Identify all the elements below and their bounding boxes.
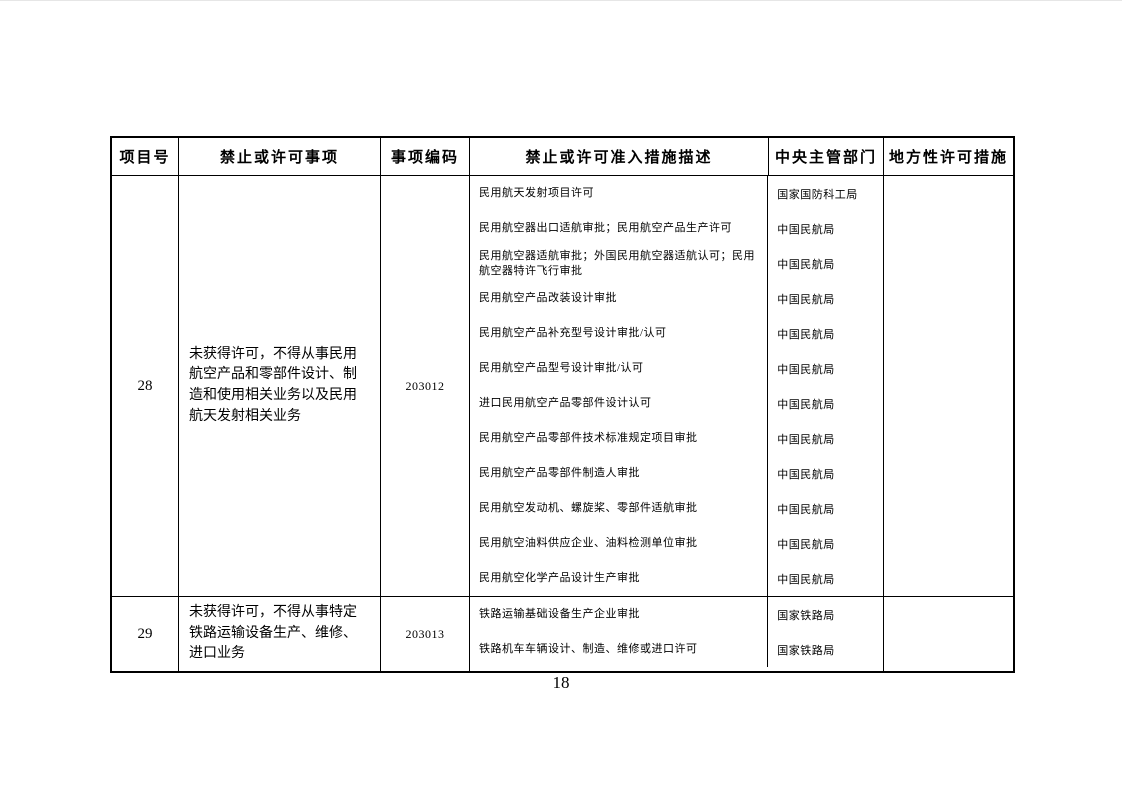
header-cell-local-measures: 地方性许可措施: [888, 150, 1008, 166]
measure-dept: 中国民航局: [777, 223, 835, 236]
measure-dept: 国家铁路局: [777, 644, 835, 657]
measures-column: 民用航天发射项目许可 国家国防科工局 民用航空器出口适航审批；民用航空产品生产许…: [470, 176, 884, 597]
measure-dept: 中国民航局: [777, 538, 835, 551]
measure-row: 民用航天发射项目许可 国家国防科工局: [470, 176, 883, 211]
measure-desc: 民用航空器适航审批；外国民用航空器适航认可；民用航空器特许飞行审批: [470, 246, 769, 282]
measure-row: 民用航空器适航审批；外国民用航空器适航认可；民用航空器特许飞行审批 中国民航局: [470, 246, 883, 282]
measure-row: 民用航空油料供应企业、油料检测单位审批 中国民航局: [470, 526, 883, 562]
measure-dept: 中国民航局: [777, 398, 835, 411]
header-cell-item-code: 事项编码: [381, 138, 470, 175]
measure-row: 铁路机车车辆设计、制造、维修或进口许可 国家铁路局: [470, 632, 883, 668]
measure-desc: 民用航空产品零部件制造人审批: [470, 456, 769, 492]
header-cell-item-number: 项目号: [112, 138, 179, 175]
measure-desc: 铁路机车车辆设计、制造、维修或进口许可: [470, 632, 769, 668]
measure-row: 民用航空产品补充型号设计审批/认可 中国民航局: [470, 316, 883, 352]
measure-dept: 中国民航局: [777, 503, 835, 516]
measure-desc: 进口民用航空产品零部件设计认可: [470, 386, 769, 422]
measure-row: 民用航空产品型号设计审批/认可 中国民航局: [470, 351, 883, 387]
measure-desc: 民用航空产品型号设计审批/认可: [470, 351, 769, 387]
page-number: 18: [552, 673, 570, 692]
table-row: 28 未获得许可，不得从事民用航空产品和零部件设计、制造和使用相关业务以及民用航…: [112, 176, 1013, 598]
measure-desc: 民用航空产品零部件技术标准规定项目审批: [470, 421, 769, 457]
item-number: 28: [112, 176, 179, 597]
table-row: 29 未获得许可，不得从事特定铁路运输设备生产、维修、进口业务 203013 铁…: [112, 597, 1013, 672]
measure-row: 进口民用航空产品零部件设计认可 中国民航局: [470, 386, 883, 422]
item-number: 29: [112, 597, 179, 672]
measure-desc: 民用航天发射项目许可: [470, 176, 769, 211]
measure-dept: 中国民航局: [777, 573, 835, 586]
measure-dept: 国家国防科工局: [777, 188, 858, 201]
measure-desc: 铁路运输基础设备生产企业审批: [470, 597, 769, 633]
item-code: 203013: [381, 597, 470, 672]
local-measures: [884, 597, 1013, 671]
measure-dept: 国家铁路局: [777, 609, 835, 622]
measure-row: 民用航空产品改装设计审批 中国民航局: [470, 281, 883, 317]
measure-row: 民用航空产品零部件技术标准规定项目审批 中国民航局: [470, 421, 883, 457]
measure-dept: 中国民航局: [777, 433, 835, 446]
measure-row: 民用航空发动机、螺旋桨、零部件适航审批 中国民航局: [470, 491, 883, 527]
local-measures: [884, 176, 1013, 596]
measure-dept: 中国民航局: [777, 468, 835, 481]
item-desc: 未获得许可，不得从事特定铁路运输设备生产、维修、进口业务: [179, 597, 381, 672]
header-cell-prohibited-item: 禁止或许可事项: [179, 138, 381, 175]
measure-dept: 中国民航局: [777, 363, 835, 376]
measure-desc: 民用航空油料供应企业、油料检测单位审批: [470, 526, 769, 562]
measure-dept: 中国民航局: [777, 258, 835, 271]
table-body: 28 未获得许可，不得从事民用航空产品和零部件设计、制造和使用相关业务以及民用航…: [112, 176, 1013, 672]
item-desc: 未获得许可，不得从事民用航空产品和零部件设计、制造和使用相关业务以及民用航天发射…: [179, 176, 381, 597]
measures-column: 铁路运输基础设备生产企业审批 国家铁路局 铁路机车车辆设计、制造、维修或进口许可…: [470, 597, 884, 672]
measure-desc: 民用航空产品改装设计审批: [470, 281, 769, 317]
header-cell-measure-description: 禁止或许可准入措施描述: [470, 138, 769, 175]
measure-desc: 民用航空产品补充型号设计审批/认可: [470, 316, 769, 352]
access-measures-table: 项目号 禁止或许可事项 事项编码 禁止或许可准入措施描述 中央主管部门 地方性许…: [110, 136, 1015, 674]
header-cell-central-department: 中央主管部门: [769, 138, 884, 175]
measure-dept: 中国民航局: [777, 293, 835, 306]
item-code: 203012: [381, 176, 470, 597]
measure-row: 铁路运输基础设备生产企业审批 国家铁路局: [470, 597, 883, 633]
measure-dept: 中国民航局: [777, 328, 835, 341]
measure-desc: 民用航空化学产品设计生产审批: [470, 561, 769, 597]
measure-desc: 民用航空发动机、螺旋桨、零部件适航审批: [470, 491, 769, 527]
measure-desc: 民用航空器出口适航审批；民用航空产品生产许可: [470, 211, 769, 246]
table-header-row: 项目号 禁止或许可事项 事项编码 禁止或许可准入措施描述 中央主管部门 地方性许…: [112, 138, 1013, 176]
measure-row: 民用航空产品零部件制造人审批 中国民航局: [470, 456, 883, 492]
measure-row: 民用航空化学产品设计生产审批 中国民航局: [470, 561, 883, 597]
measure-row: 民用航空器出口适航审批；民用航空产品生产许可 中国民航局: [470, 211, 883, 246]
